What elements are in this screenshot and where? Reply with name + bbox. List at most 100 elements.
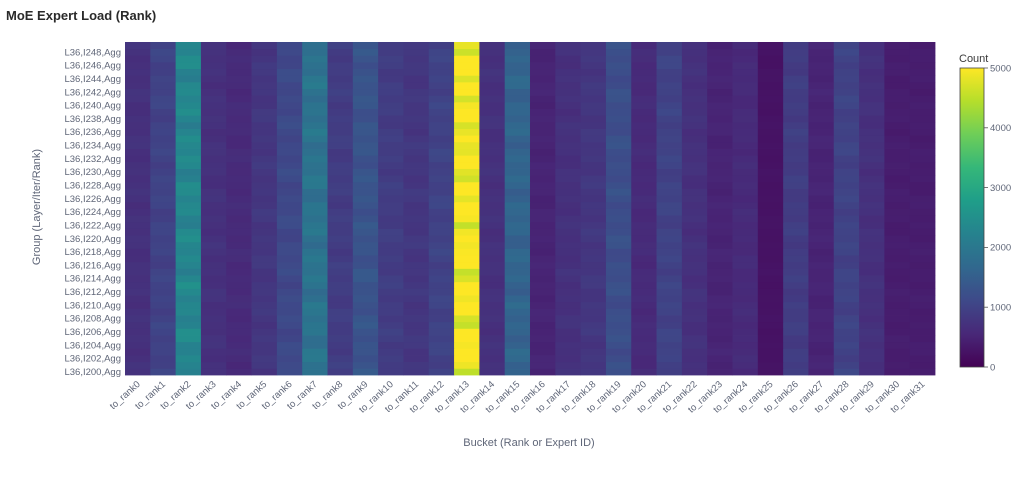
heatmap-cell: [150, 301, 177, 309]
heatmap-cell: [833, 175, 860, 183]
heatmap-cell: [681, 148, 708, 156]
heatmap-cell: [808, 355, 835, 363]
heatmap-cell: [909, 88, 936, 96]
heatmap-cell: [884, 281, 911, 289]
heatmap-cell: [757, 208, 784, 216]
heatmap-cell: [530, 115, 556, 123]
heatmap-cell: [555, 141, 582, 149]
y-tick-label: L36,I248,Agg: [64, 47, 121, 58]
heatmap-cell: [808, 361, 835, 369]
heatmap-cell: [732, 201, 759, 209]
heatmap-cell: [580, 215, 607, 223]
heatmap-cell: [479, 281, 506, 289]
heatmap-cell: [454, 61, 480, 70]
heatmap-cell: [175, 141, 202, 149]
heatmap-cell: [327, 81, 354, 90]
heatmap-cell: [833, 221, 860, 229]
heatmap-cell: [352, 75, 379, 83]
heatmap-cell: [200, 135, 227, 143]
heatmap-cell: [454, 361, 480, 369]
heatmap-cell: [378, 241, 404, 249]
heatmap-cell: [884, 308, 911, 316]
heatmap-cell: [631, 241, 657, 249]
heatmap-cell: [403, 155, 430, 163]
heatmap-cell: [403, 288, 430, 296]
heatmap-cell: [859, 155, 885, 163]
heatmap-cell: [783, 241, 809, 249]
heatmap-cell: [783, 68, 809, 76]
heatmap-cell: [125, 335, 151, 343]
y-tick-label: L36,I244,Agg: [64, 74, 121, 85]
heatmap-cell: [732, 181, 759, 189]
heatmap-cell: [783, 101, 809, 109]
heatmap-cell: [251, 201, 278, 209]
heatmap-cell: [681, 268, 708, 276]
heatmap-cell: [530, 101, 556, 109]
heatmap-cell: [428, 275, 455, 283]
heatmap-cell: [378, 181, 404, 189]
y-tick-label: L36,I218,Agg: [64, 247, 121, 258]
heatmap-cell: [125, 281, 151, 289]
heatmap-cell: [454, 188, 480, 196]
heatmap-cell: [656, 348, 683, 356]
heatmap-cell: [175, 61, 202, 70]
heatmap-cell: [631, 288, 657, 296]
heatmap-cell: [631, 141, 657, 149]
heatmap-cell: [580, 61, 607, 70]
heatmap-cell: [403, 281, 430, 289]
heatmap-cell: [605, 208, 632, 216]
heatmap-cell: [327, 155, 354, 163]
heatmap-cell: [757, 315, 784, 323]
heatmap-cell: [175, 308, 202, 316]
heatmap-cell: [251, 268, 278, 276]
heatmap-cell: [909, 155, 936, 163]
heatmap-cell: [276, 42, 303, 50]
heatmap-cell: [200, 255, 227, 263]
heatmap-cell: [605, 348, 632, 356]
heatmap-cell: [757, 128, 784, 136]
heatmap-cell: [884, 241, 911, 249]
heatmap-cell: [378, 121, 404, 129]
heatmap-cell: [530, 215, 556, 223]
heatmap-cell: [681, 81, 708, 90]
heatmap-cell: [200, 268, 227, 276]
heatmap-cell: [884, 248, 911, 256]
heatmap-cell: [757, 115, 784, 123]
x-axis-title: Bucket (Rank or Expert ID): [463, 437, 594, 449]
heatmap-cell: [454, 55, 480, 63]
heatmap-cell: [580, 348, 607, 356]
heatmap-cell: [631, 248, 657, 256]
heatmap-cell: [327, 355, 354, 363]
heatmap-cell: [631, 321, 657, 329]
heatmap-cell: [681, 341, 708, 349]
heatmap-cell: [454, 301, 480, 309]
heatmap-cell: [226, 108, 252, 116]
heatmap-cell: [454, 348, 480, 356]
heatmap-cell: [276, 355, 303, 363]
heatmap-cell: [884, 42, 911, 50]
heatmap-cell: [707, 221, 733, 229]
heatmap-cell: [378, 328, 404, 336]
heatmap-cell: [327, 368, 354, 376]
heatmap-cell: [251, 348, 278, 356]
heatmap-cell: [403, 221, 430, 229]
heatmap-cell: [656, 141, 683, 149]
heatmap-cell: [833, 181, 860, 189]
heatmap-cell: [251, 48, 278, 56]
heatmap-cell: [504, 148, 531, 156]
heatmap-cell: [732, 88, 759, 96]
heatmap-cell: [555, 175, 582, 183]
heatmap-cell: [403, 128, 430, 136]
heatmap-cell: [530, 241, 556, 249]
heatmap-cell: [403, 215, 430, 223]
heatmap-cell: [200, 288, 227, 296]
heatmap-cell: [605, 261, 632, 269]
heatmap-cell: [175, 128, 202, 136]
heatmap-cell: [150, 335, 177, 343]
heatmap-cell: [707, 175, 733, 183]
heatmap-cell: [200, 215, 227, 223]
heatmap-cell: [757, 95, 784, 103]
heatmap-cell: [783, 181, 809, 189]
heatmap-cell: [327, 68, 354, 76]
heatmap-cell: [226, 281, 252, 289]
